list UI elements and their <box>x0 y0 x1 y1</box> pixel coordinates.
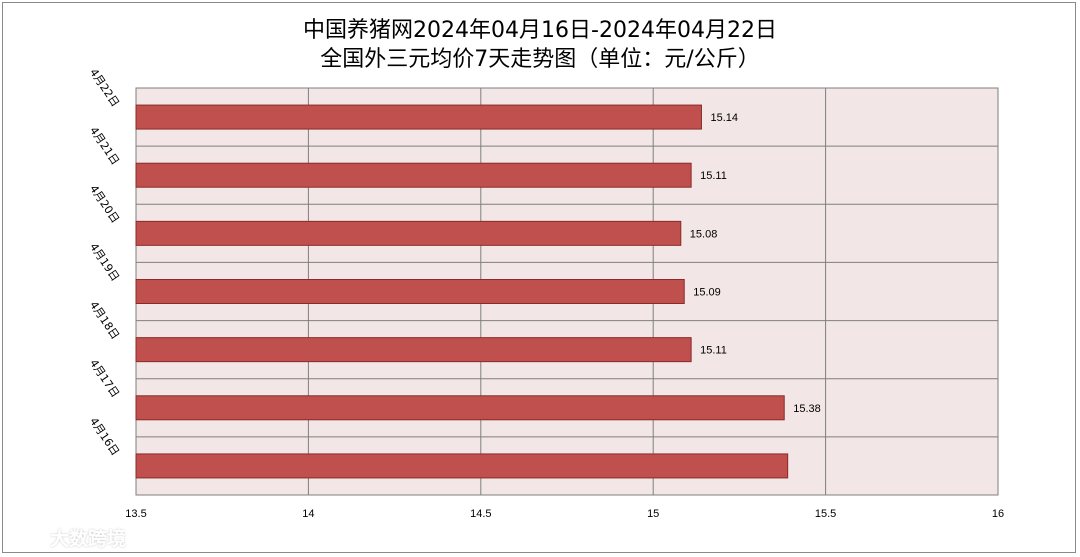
x-tick-label: 13.5 <box>125 508 146 520</box>
bar <box>135 220 682 246</box>
bar <box>135 337 692 363</box>
data-label: 15.11 <box>700 345 727 357</box>
y-tick-label: 4月16日 <box>87 415 122 458</box>
x-tick-label: 14 <box>302 508 314 520</box>
data-label: 15.38 <box>793 403 821 415</box>
data-label: 15.11 <box>700 170 727 182</box>
x-tick-label: 14.5 <box>470 508 491 520</box>
data-label: 15.08 <box>690 228 718 240</box>
watermark-text: 大数跨境 <box>50 528 127 550</box>
x-tick-label: 15 <box>647 508 659 520</box>
bar <box>135 453 789 479</box>
y-tick-label: 4月21日 <box>87 124 122 167</box>
bar <box>135 279 685 304</box>
bar <box>135 395 785 421</box>
watermark: 大数跨境 <box>10 524 126 551</box>
x-tick-label: 15.5 <box>815 508 836 520</box>
chart-title: 中国养猪网2024年04月16日-2024年04月22日 <box>303 18 777 43</box>
data-label: 15.14 <box>710 112 738 124</box>
logo-icon <box>10 529 46 546</box>
y-tick-label: 4月22日 <box>87 66 122 109</box>
chart-title-block: 中国养猪网2024年04月16日-2024年04月22日 全国外三元均价7天走势… <box>0 16 1080 74</box>
y-tick-label: 4月17日 <box>87 357 122 400</box>
chart-subtitle: 全国外三元均价7天走势图（单位：元/公斤） <box>320 47 760 72</box>
data-label: 15.09 <box>693 287 721 299</box>
y-tick-label: 4月20日 <box>87 183 122 226</box>
bar <box>135 104 702 130</box>
bar <box>135 162 692 188</box>
y-tick-label: 4月19日 <box>87 241 122 284</box>
x-tick-label: 16 <box>992 508 1004 520</box>
y-tick-label: 4月18日 <box>87 299 122 342</box>
